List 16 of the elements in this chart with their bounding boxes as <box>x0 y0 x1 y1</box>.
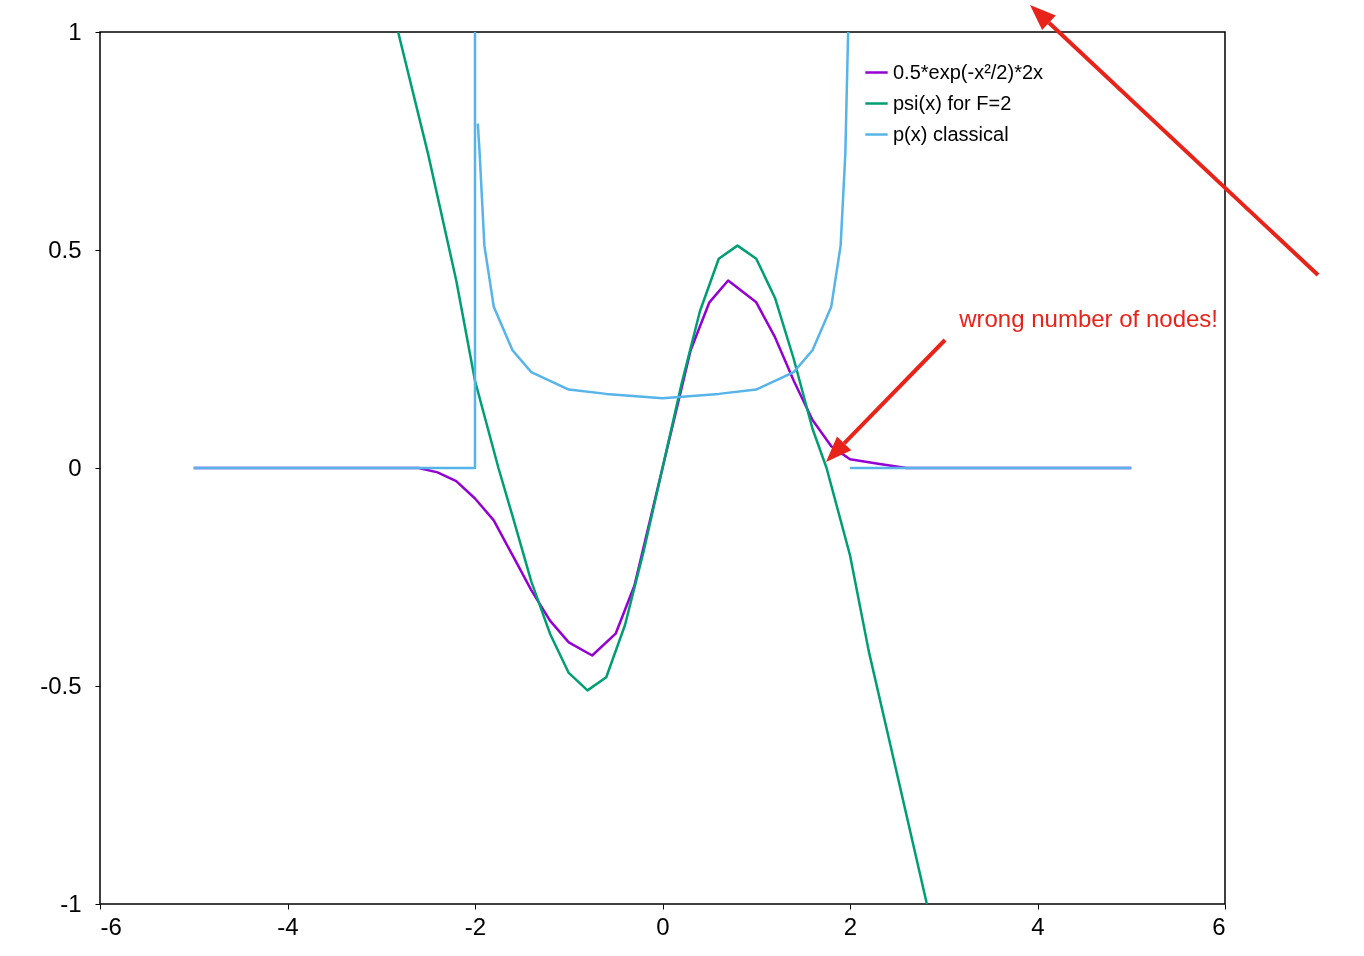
y-tick-label: -1 <box>60 889 82 917</box>
x-tick-label: 2 <box>843 912 858 940</box>
x-tick-label: 6 <box>1212 912 1226 940</box>
y-tick-label: -0.5 <box>40 671 82 699</box>
x-tick-label: -4 <box>277 912 299 940</box>
y-tick-label: 0.5 <box>48 235 82 263</box>
legend-label: 0.5*exp(-x²/2)*2x <box>893 60 1044 83</box>
y-tick-label: 1 <box>68 17 82 45</box>
y-tick-label: 0 <box>68 453 82 481</box>
x-tick-label: -2 <box>464 912 487 940</box>
annotation: wrong number of nodes! <box>958 305 1218 332</box>
legend-label: psi(x) for F=2 <box>893 91 1012 114</box>
x-tick-label: 0 <box>656 912 670 940</box>
x-tick-label: 4 <box>1031 912 1045 940</box>
legend-label: p(x) classical <box>893 122 1009 145</box>
x-tick-label: -6 <box>100 912 122 940</box>
